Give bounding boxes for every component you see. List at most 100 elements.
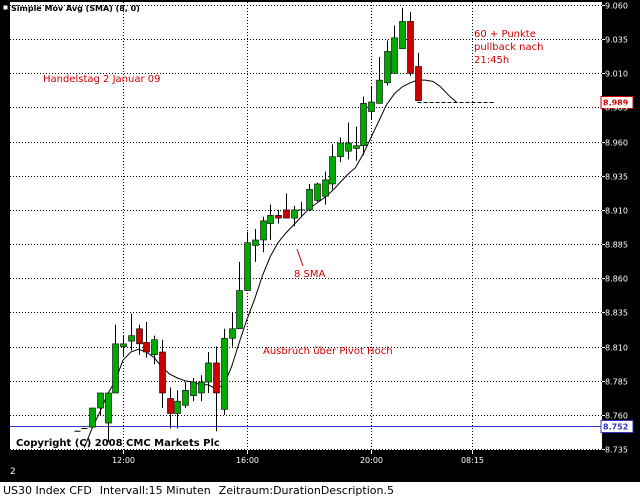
candle[interactable] xyxy=(89,407,96,428)
candle-body xyxy=(97,392,104,409)
candle-body xyxy=(143,342,150,353)
status-bar: US30 Index CFD Intervall:15 Minuten Zeitra… xyxy=(0,482,640,500)
indicator-legend: Simple Mov Avg (SMA) (8, 0) xyxy=(2,4,140,13)
candle[interactable] xyxy=(368,86,375,120)
candle-body xyxy=(291,209,298,219)
y-tick-label: 8.935 xyxy=(605,173,628,182)
candle[interactable] xyxy=(415,52,422,101)
candle[interactable] xyxy=(353,126,360,161)
candle[interactable] xyxy=(298,201,305,217)
price-markers: 8.989 8.752 xyxy=(417,96,634,433)
y-tick-label: 8.760 xyxy=(605,412,628,421)
x-tick-label: 20:00 xyxy=(360,456,383,465)
status-instrument: US30 Index CFD xyxy=(3,484,92,497)
candle[interactable] xyxy=(159,339,166,409)
candle[interactable] xyxy=(97,392,104,415)
candle-body xyxy=(345,142,352,152)
candle[interactable] xyxy=(252,229,259,262)
candle[interactable] xyxy=(236,261,243,330)
candle[interactable] xyxy=(322,171,329,205)
sma-legend-swatch xyxy=(2,4,9,11)
candle[interactable] xyxy=(205,352,212,393)
x-tick-label: 12:00 xyxy=(112,456,135,465)
y-tick-label: 8.735 xyxy=(605,446,628,455)
candle[interactable] xyxy=(260,216,267,253)
candle-body xyxy=(229,328,236,339)
candle-body xyxy=(198,381,205,394)
pivot-price-label: 8.752 xyxy=(603,423,628,432)
candle-body xyxy=(306,189,313,211)
candle-body xyxy=(314,183,321,201)
candle[interactable] xyxy=(105,392,112,443)
candle[interactable] xyxy=(291,205,298,227)
current-price-box xyxy=(600,96,634,109)
y-axis: 9.060 9.035 9.010 8.985 8.960 8.935 8.910 8.885… xyxy=(602,2,628,455)
candle[interactable] xyxy=(174,390,181,429)
candle-body xyxy=(221,338,228,410)
y-tick-label: 9.060 xyxy=(605,2,628,11)
candle[interactable] xyxy=(198,375,205,402)
candle[interactable] xyxy=(360,96,367,156)
candle[interactable] xyxy=(182,382,189,409)
candle[interactable] xyxy=(399,7,406,50)
candle[interactable] xyxy=(329,144,336,190)
candle[interactable] xyxy=(275,209,282,224)
candle[interactable] xyxy=(190,377,197,402)
candle[interactable] xyxy=(221,328,228,415)
candle-body xyxy=(105,392,112,424)
annotation-text: 8 SMA xyxy=(294,269,326,280)
x-tick-label: 16:00 xyxy=(236,456,259,465)
candles[interactable] xyxy=(74,7,422,443)
current-price-label: 8.989 xyxy=(603,99,629,108)
candle-body xyxy=(89,407,96,428)
copyright-text: Copyright (C) 2008 CMC Markets Plc xyxy=(16,438,220,449)
candle[interactable] xyxy=(267,204,274,240)
candle-body xyxy=(260,220,267,241)
candle-body xyxy=(415,66,422,101)
candle-body xyxy=(384,51,391,84)
candle[interactable] xyxy=(151,335,158,365)
candle[interactable] xyxy=(213,346,220,432)
candle-body xyxy=(182,389,189,406)
candle-body xyxy=(159,351,166,394)
y-tick-label: 8.885 xyxy=(605,241,628,250)
candle-body xyxy=(275,215,282,219)
candle[interactable] xyxy=(167,387,174,429)
candle[interactable] xyxy=(244,231,251,291)
annotations: Handelstag 2 Januar 09 60 + Punkte pullbac… xyxy=(43,29,544,357)
candle[interactable] xyxy=(391,25,398,74)
candle-body xyxy=(329,156,336,185)
y-tick-label: 8.910 xyxy=(605,207,628,216)
y-tick-label: 9.010 xyxy=(605,70,628,79)
y-tick-label: 8.985 xyxy=(605,104,628,113)
candle[interactable] xyxy=(337,137,344,163)
candle[interactable] xyxy=(229,312,236,347)
candle[interactable] xyxy=(345,122,352,160)
candle[interactable] xyxy=(120,335,127,357)
candle-body xyxy=(136,328,143,345)
indicator-label: Simple Mov Avg (SMA) (8, 0) xyxy=(11,4,140,13)
candle-body xyxy=(391,37,398,74)
candle-body xyxy=(213,362,220,394)
candle[interactable] xyxy=(128,313,135,351)
candle[interactable] xyxy=(314,182,321,202)
x-axis: 12:00 16:00 20:00 08:15 xyxy=(112,450,484,465)
plot-area[interactable] xyxy=(10,2,602,450)
candle-body xyxy=(283,209,290,219)
candle-body xyxy=(322,179,329,197)
candle-body xyxy=(120,343,127,347)
candle[interactable] xyxy=(283,193,290,219)
candle[interactable] xyxy=(143,321,150,358)
candle-body xyxy=(174,400,181,414)
annotation-pointer xyxy=(296,248,304,267)
candle[interactable] xyxy=(112,324,119,394)
y-tick-label: 8.810 xyxy=(605,344,628,353)
status-interval: Intervall:15 Minuten xyxy=(99,484,211,497)
candle[interactable] xyxy=(407,11,414,77)
candle[interactable] xyxy=(376,56,383,104)
candle[interactable] xyxy=(384,40,391,86)
candle[interactable] xyxy=(306,183,313,212)
candle[interactable] xyxy=(136,324,143,355)
candle-body xyxy=(167,398,174,414)
x-scroll-label: 2 xyxy=(10,467,16,477)
